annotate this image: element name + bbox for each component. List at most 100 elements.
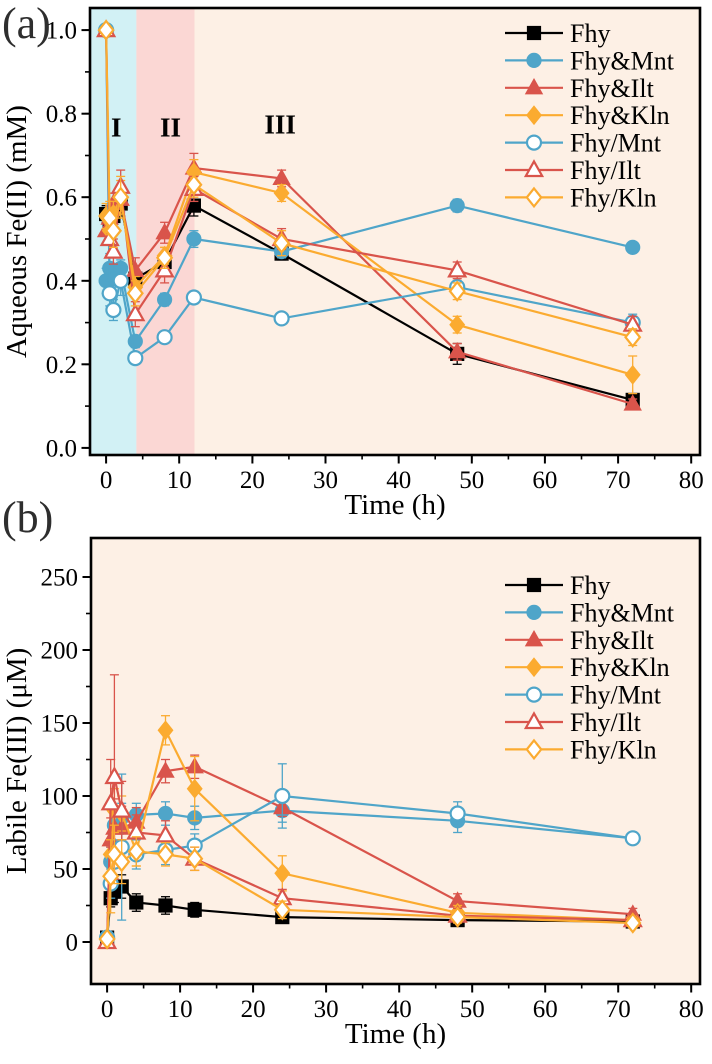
x-tick-label: 0 — [101, 996, 114, 1023]
x-tick-label: 20 — [241, 996, 266, 1023]
panel-b-label: (b) — [2, 493, 54, 542]
open-circle-marker — [185, 289, 202, 306]
legend-label: Fhy/Mnt — [570, 681, 662, 710]
legend-label: Fhy — [570, 19, 610, 48]
x-tick-label: 50 — [460, 996, 485, 1023]
series-fhy-kln — [97, 19, 642, 348]
filled-diamond-marker — [624, 364, 641, 385]
open-diamond-marker — [98, 928, 116, 950]
x-tick-label: 10 — [167, 467, 192, 494]
open-diamond-marker — [448, 906, 467, 928]
filled-square-marker — [526, 25, 542, 41]
y-tick-label: 100 — [41, 784, 79, 811]
filled-circle-marker — [157, 805, 174, 822]
legend-item-fhy-mnt: Fhy&Mnt — [505, 598, 675, 627]
x-tick-label: 30 — [314, 996, 339, 1023]
y-tick-label: 0.0 — [46, 435, 77, 462]
x-axis-title: Time (h) — [344, 489, 445, 521]
legend-item-fhy-mnt: Fhy&Mnt — [505, 46, 675, 75]
filled-square-marker — [526, 577, 542, 593]
y-tick-label: 0.4 — [46, 268, 78, 295]
filled-triangle-marker — [623, 394, 642, 411]
open-diamond-marker — [127, 840, 145, 863]
x-tick-label: 20 — [240, 467, 265, 494]
filled-circle-marker — [625, 239, 641, 255]
filled-triangle-marker — [156, 761, 175, 778]
x-tick-label: 10 — [168, 996, 193, 1023]
open-diamond-marker — [102, 865, 120, 888]
open-diamond-marker — [448, 280, 466, 302]
open-circle-marker — [156, 329, 173, 346]
y-tick-label: 0.2 — [46, 352, 77, 379]
legend-label: Fhy — [570, 571, 610, 600]
filled-circle-marker — [526, 52, 542, 69]
filled-diamond-marker — [526, 657, 542, 678]
legend-item-fhy-ilt: Fhy&Ilt — [505, 626, 655, 655]
filled-triangle-marker — [155, 222, 174, 240]
filled-triangle-marker — [447, 341, 467, 359]
legend-label: Fhy/Ilt — [570, 708, 642, 737]
legend-label: Fhy&Mnt — [570, 46, 675, 75]
series-fhy-kln — [98, 824, 642, 950]
x-tick-label: 80 — [679, 467, 704, 494]
open-diamond-marker — [624, 326, 642, 348]
phase-label-I: I — [111, 113, 122, 143]
open-diamond-marker — [525, 738, 543, 761]
x-axis-title: Time (h) — [345, 1018, 446, 1050]
filled-diamond-marker — [157, 720, 174, 741]
filled-square-marker — [187, 902, 202, 917]
legend-label: Fhy&Ilt — [570, 74, 655, 103]
open-diamond-marker — [624, 912, 642, 934]
filled-circle-marker — [157, 292, 173, 308]
open-diamond-marker — [525, 186, 543, 209]
legend-item-fhy: Fhy — [505, 19, 610, 48]
open-diamond-marker — [104, 219, 123, 242]
phase-label-III: III — [264, 110, 296, 140]
open-triangle-marker — [100, 792, 121, 811]
open-diamond-marker — [113, 850, 131, 873]
legend-item-fhy-ilt: Fhy/Ilt — [505, 708, 642, 737]
open-triangle-marker — [125, 303, 146, 322]
y-tick-label: 250 — [41, 565, 79, 592]
x-tick-label: 40 — [387, 996, 412, 1023]
open-triangle-marker — [523, 711, 545, 730]
legend-item-fhy-ilt: Fhy&Ilt — [505, 74, 655, 103]
filled-diamond-marker — [274, 863, 291, 884]
open-diamond-marker — [273, 899, 291, 921]
plot-border — [88, 6, 702, 457]
filled-diamond-marker — [449, 314, 466, 335]
open-triangle-marker — [154, 259, 175, 278]
x-tick-label: 80 — [679, 996, 704, 1023]
filled-diamond-marker — [526, 105, 542, 126]
x-tick-label: 60 — [533, 996, 558, 1023]
open-triangle-marker — [447, 259, 468, 278]
open-circle-marker — [449, 805, 466, 822]
panel-a-label: (a) — [2, 0, 51, 48]
open-diamond-marker — [186, 847, 204, 870]
x-tick-label: 50 — [459, 467, 484, 494]
open-diamond-marker — [155, 247, 174, 269]
legend-label: Fhy/Kln — [570, 183, 657, 212]
legend-item-fhy-ilt: Fhy/Ilt — [505, 156, 642, 185]
x-tick-label: 70 — [606, 996, 631, 1023]
legend-item-fhy-kln: Fhy/Kln — [505, 183, 657, 212]
open-diamond-marker — [126, 282, 144, 305]
x-tick-label: 70 — [606, 467, 631, 494]
open-circle-marker — [101, 285, 118, 302]
open-triangle-marker — [103, 240, 124, 259]
series-line — [106, 850, 633, 940]
x-tick-label: 40 — [386, 467, 411, 494]
open-circle-marker — [624, 830, 641, 847]
phase-label-II: II — [160, 113, 181, 143]
legend-item-fhy-kln: Fhy&Kln — [505, 101, 670, 130]
filled-diamond-marker — [273, 183, 290, 204]
filled-circle-marker — [186, 231, 202, 247]
plot-border — [89, 536, 702, 986]
y-axis-title: Labile Fe(III) (μM) — [1, 648, 33, 875]
axis-ticks — [81, 29, 693, 464]
filled-triangle-marker — [524, 77, 544, 95]
y-tick-label: 50 — [53, 857, 78, 884]
legend-item-fhy: Fhy — [505, 571, 610, 600]
filled-square-marker — [158, 898, 173, 913]
